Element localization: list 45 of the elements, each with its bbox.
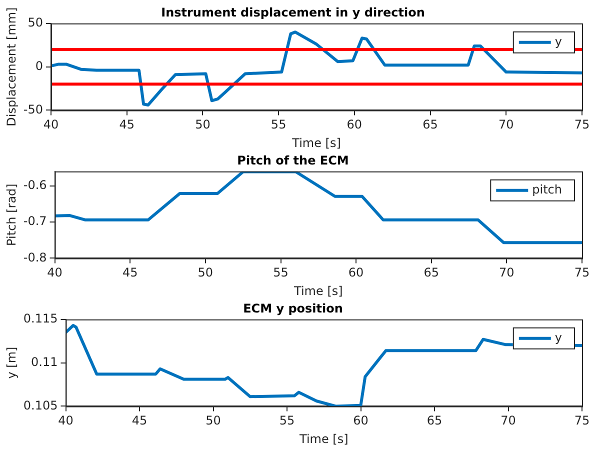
y-tick-label: -0.7 [23, 214, 47, 228]
x-tick-label: 70 [498, 118, 514, 132]
x-tick-label: 50 [195, 118, 210, 132]
x-tick-label: 45 [132, 414, 148, 428]
legend-label: y [554, 34, 562, 49]
x-tick-label: 70 [500, 414, 516, 428]
y-tick-label: -50 [23, 102, 43, 116]
y-axis-title: Pitch [rad] [4, 184, 18, 246]
y-tick-label: 0.11 [31, 354, 58, 369]
x-tick-label: 60 [348, 266, 364, 280]
chart-title: ECM y position [243, 301, 343, 316]
x-tick-label: 50 [206, 414, 221, 428]
y-tick-label: 0 [35, 58, 43, 73]
x-tick-label: 70 [499, 266, 514, 280]
chart-title: Pitch of the ECM [237, 153, 349, 168]
x-tick-label: 60 [346, 118, 362, 132]
x-tick-label: 40 [47, 266, 62, 280]
legend-label: y [554, 330, 562, 345]
x-tick-label: 45 [119, 118, 134, 132]
x-tick-label: 75 [574, 118, 590, 132]
x-tick-label: 65 [422, 118, 438, 132]
y-tick-label: 50 [28, 16, 43, 30]
x-tick-label: 55 [273, 266, 288, 280]
chart-title: Instrument displacement in y direction [161, 5, 425, 20]
y-axis-title: Displacement [mm] [4, 7, 18, 126]
x-tick-label: 65 [424, 266, 440, 280]
legend-label: pitch [532, 182, 562, 197]
x-axis-title: Time [s] [298, 432, 348, 446]
y-tick-label: 0.115 [23, 312, 58, 326]
x-tick-label: 65 [426, 414, 442, 428]
y-tick-label: 0.105 [23, 398, 58, 412]
x-axis-title: Time [s] [291, 136, 341, 150]
x-tick-label: 75 [574, 266, 590, 280]
x-tick-label: 40 [58, 414, 74, 428]
x-tick-label: 55 [270, 118, 286, 132]
x-tick-label: 50 [198, 266, 214, 280]
x-tick-label: 40 [43, 118, 59, 132]
y-tick-label: -0.6 [23, 178, 47, 192]
y-tick-label: -0.8 [23, 250, 47, 264]
x-tick-label: 60 [353, 414, 368, 428]
x-tick-label: 75 [574, 414, 590, 428]
x-tick-label: 45 [122, 266, 138, 280]
x-axis-title: Time [s] [293, 284, 343, 298]
x-tick-label: 55 [279, 414, 295, 428]
y-axis-title: y [m] [4, 346, 18, 379]
